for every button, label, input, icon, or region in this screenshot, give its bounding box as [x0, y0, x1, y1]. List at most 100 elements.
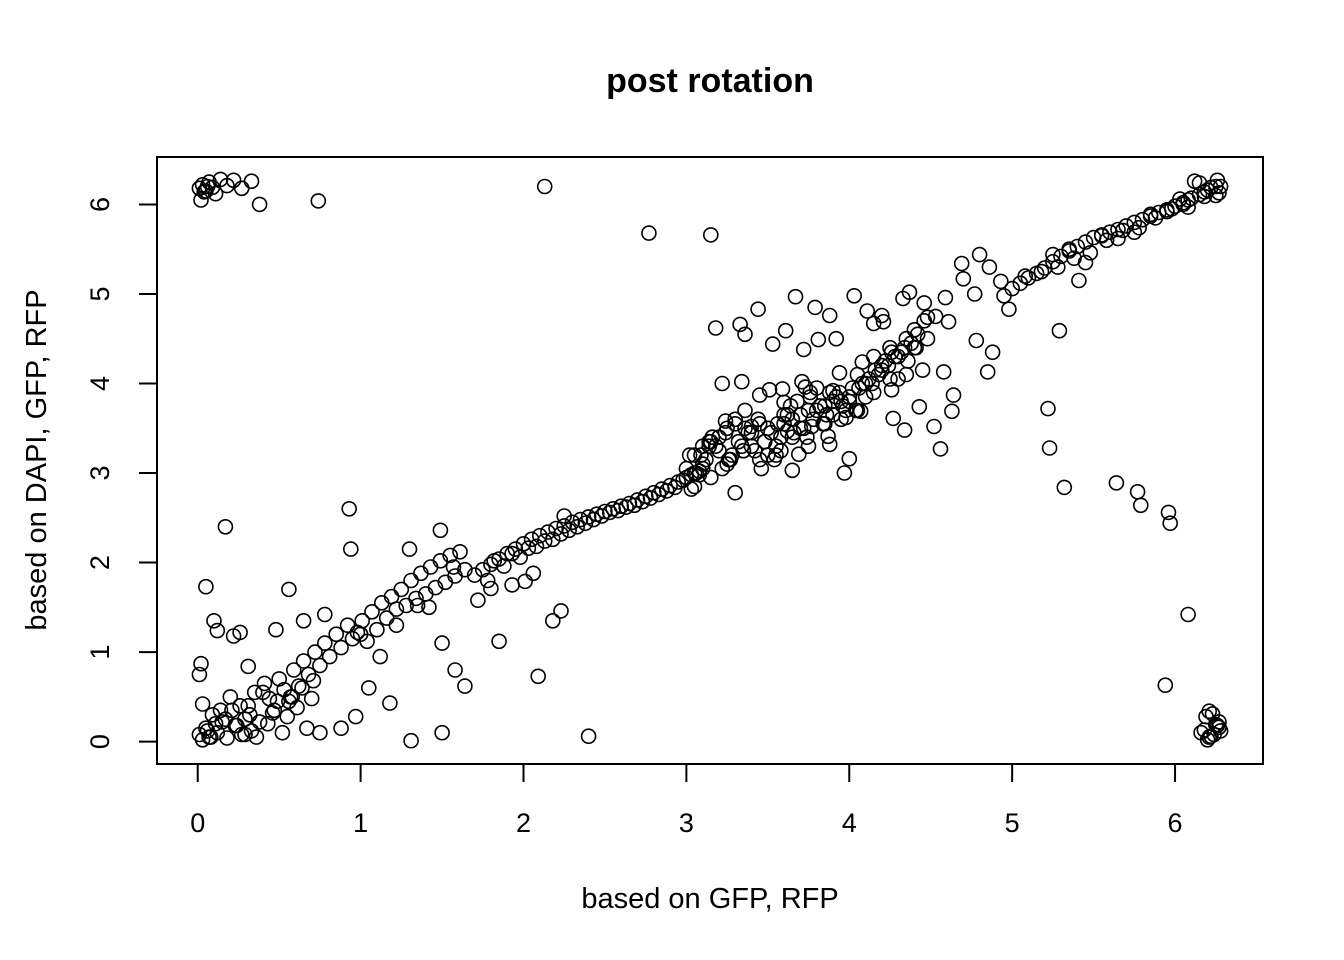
data-points	[191, 171, 1229, 749]
data-point	[1180, 192, 1196, 208]
data-point	[299, 720, 315, 737]
data-point	[727, 415, 744, 432]
data-point	[434, 724, 450, 741]
data-point	[422, 559, 439, 575]
data-point	[1180, 199, 1196, 215]
data-point	[784, 462, 801, 479]
data-point	[787, 288, 804, 305]
data-point	[727, 484, 744, 501]
data-point	[927, 308, 944, 325]
data-point	[1131, 219, 1147, 236]
data-point	[232, 624, 248, 641]
data-point	[800, 402, 817, 419]
y-tick-label: 0	[85, 734, 115, 749]
data-point	[504, 577, 520, 593]
data-point	[1071, 272, 1087, 289]
data-point	[641, 225, 657, 241]
data-point	[945, 387, 962, 403]
data-point	[520, 540, 537, 557]
data-point	[1040, 400, 1056, 417]
data-point	[483, 580, 499, 597]
data-point	[808, 402, 825, 419]
data-point	[333, 720, 349, 737]
data-point	[209, 622, 226, 639]
data-point	[536, 533, 553, 549]
data-point	[251, 196, 268, 213]
data-point	[553, 526, 569, 542]
data-point	[701, 438, 718, 455]
data-point	[409, 597, 426, 614]
data-point	[561, 522, 577, 539]
data-point	[1126, 214, 1143, 231]
data-point	[816, 398, 833, 414]
data-point	[282, 689, 299, 705]
plot-frame	[156, 156, 1264, 765]
data-point	[885, 410, 902, 427]
data-point	[1159, 203, 1175, 220]
data-point	[1001, 301, 1017, 318]
data-point	[911, 398, 928, 415]
data-point	[841, 450, 858, 467]
y-tick-label: 3	[85, 466, 115, 481]
data-point	[496, 558, 512, 574]
data-point	[896, 422, 913, 438]
data-point	[968, 332, 985, 349]
data-point	[735, 442, 752, 459]
data-point	[246, 684, 263, 701]
data-point	[707, 320, 724, 336]
data-point	[807, 299, 823, 316]
data-point	[360, 680, 377, 696]
data-point	[403, 732, 419, 749]
data-point	[256, 675, 273, 692]
data-point	[836, 465, 853, 481]
data-point	[714, 375, 731, 392]
data-point	[240, 658, 256, 675]
data-point	[305, 672, 322, 689]
data-point	[955, 270, 972, 287]
data-point	[243, 173, 260, 189]
data-point	[303, 690, 320, 707]
data-point	[1061, 241, 1077, 257]
data-point	[225, 172, 242, 189]
data-point	[900, 353, 916, 369]
data-point	[854, 354, 871, 370]
data-point	[774, 381, 791, 397]
data-point	[445, 559, 462, 575]
data-point	[711, 442, 727, 459]
data-point	[944, 403, 960, 420]
data-point	[525, 565, 542, 582]
data-point	[737, 402, 753, 419]
data-point	[828, 330, 845, 347]
data-point	[1056, 479, 1073, 496]
data-point	[544, 612, 561, 629]
y-tick-label: 2	[85, 555, 115, 570]
data-point	[634, 493, 651, 510]
data-point	[295, 612, 312, 629]
data-point	[457, 678, 473, 694]
data-point	[650, 486, 667, 503]
data-point	[279, 708, 296, 725]
data-point	[743, 418, 760, 435]
data-point	[883, 381, 900, 398]
data-point	[479, 572, 496, 589]
data-point	[403, 572, 419, 589]
data-point	[802, 384, 819, 401]
data-point	[890, 371, 906, 387]
data-point	[658, 483, 675, 499]
data-point	[821, 307, 838, 324]
data-point	[328, 626, 345, 643]
data-point	[875, 313, 892, 330]
data-point	[432, 522, 449, 539]
data-point	[572, 511, 589, 528]
data-point	[1133, 497, 1149, 514]
data-point	[203, 729, 219, 745]
data-point	[1069, 238, 1086, 255]
data-point	[312, 724, 328, 741]
data-point	[727, 411, 744, 428]
data-point	[1129, 483, 1146, 500]
data-point	[601, 504, 618, 521]
data-point	[544, 531, 561, 548]
data-point	[285, 662, 302, 678]
data-point	[773, 442, 789, 459]
